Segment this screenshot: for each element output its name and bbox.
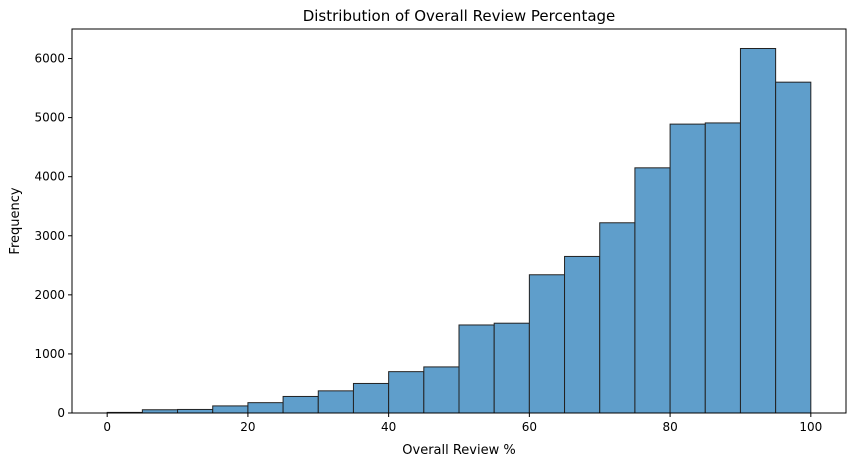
y-tick-label: 5000 bbox=[34, 111, 65, 125]
x-tick-label: 100 bbox=[799, 420, 822, 434]
x-tick-label: 0 bbox=[103, 420, 111, 434]
y-tick-label: 6000 bbox=[34, 52, 65, 66]
plot-frame bbox=[71, 28, 847, 414]
bars-group bbox=[106, 47, 812, 414]
x-axis-ticks: 0 20 40 60 80 100 bbox=[103, 413, 822, 434]
histogram-bar bbox=[282, 395, 319, 414]
histogram-bar bbox=[704, 122, 741, 414]
y-axis-label: Frequency bbox=[8, 187, 23, 254]
y-tick-label: 1000 bbox=[34, 347, 65, 361]
histogram-bar bbox=[739, 47, 777, 414]
y-tick-label: 4000 bbox=[34, 170, 65, 184]
histogram-bar bbox=[458, 324, 495, 414]
histogram-bar bbox=[352, 382, 390, 414]
histogram-bar bbox=[669, 123, 706, 414]
histogram-bar bbox=[423, 366, 460, 414]
histogram-bar bbox=[775, 81, 812, 414]
histogram-bar bbox=[177, 408, 214, 414]
x-tick-label: 40 bbox=[381, 420, 396, 434]
chart-title: Distribution of Overall Review Percentag… bbox=[303, 7, 616, 25]
histogram-bar bbox=[247, 402, 284, 414]
x-axis-label: Overall Review % bbox=[402, 443, 515, 458]
histogram-bar bbox=[493, 322, 530, 414]
histogram-bar bbox=[388, 371, 425, 414]
histogram-bar bbox=[528, 274, 566, 414]
x-tick-label: 60 bbox=[522, 420, 537, 434]
histogram-bar bbox=[317, 390, 354, 414]
y-axis-ticks: 0 1000 2000 3000 4000 5000 6000 bbox=[34, 52, 72, 420]
y-tick-label: 0 bbox=[57, 406, 65, 420]
histogram-bar bbox=[599, 222, 636, 414]
y-tick-label: 2000 bbox=[34, 288, 65, 302]
histogram-bar bbox=[634, 167, 671, 414]
x-tick-label: 20 bbox=[240, 420, 255, 434]
histogram-bar bbox=[212, 405, 249, 414]
x-tick-label: 80 bbox=[662, 420, 677, 434]
histogram-bar bbox=[564, 255, 601, 414]
y-tick-label: 3000 bbox=[34, 229, 65, 243]
